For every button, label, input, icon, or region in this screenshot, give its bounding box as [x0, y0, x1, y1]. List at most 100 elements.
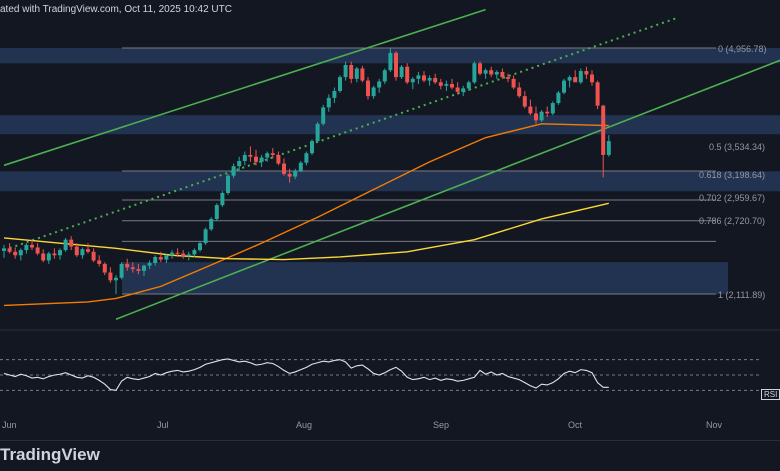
candle-body [158, 256, 163, 260]
candle-body [444, 84, 449, 86]
channel-lower-line [115, 59, 780, 320]
candle-body [108, 272, 113, 281]
candle-body [422, 75, 426, 81]
candle-body [164, 255, 169, 260]
candle-body [30, 244, 34, 248]
candle-body [186, 254, 191, 257]
candle-body [584, 71, 589, 75]
x-tick-jul: Jul [157, 420, 169, 430]
candle-body [198, 243, 202, 251]
candle-body [539, 111, 544, 121]
candle-body [287, 173, 292, 177]
candle-body [494, 71, 499, 75]
channel-upper-line [3, 8, 486, 167]
candle-body [567, 77, 572, 81]
candle-body [86, 249, 90, 252]
candle-body [466, 82, 471, 89]
candle-body [2, 248, 6, 251]
candle-body [522, 96, 527, 107]
candle-body [394, 52, 398, 78]
candle-body [270, 153, 275, 155]
candle-body [354, 68, 359, 79]
candle-body [455, 87, 460, 92]
candle-body [545, 111, 550, 114]
candle-body [573, 77, 578, 83]
candle-body [102, 263, 107, 273]
candle-body [534, 113, 538, 121]
candle-body [326, 97, 331, 108]
candle-body [338, 77, 342, 91]
tradingview-logo: TradingView [0, 445, 100, 464]
fib-label-1: 1 (2,111.89) [718, 290, 766, 300]
candle-body [438, 82, 443, 86]
candle-body [231, 166, 236, 176]
fib-label-0.618: 0.618 (3,198.64) [699, 170, 766, 180]
ema-yellow-line [3, 202, 609, 261]
candle-body [130, 267, 135, 270]
candle-body [254, 156, 258, 162]
candle-body [237, 160, 242, 167]
candle-body [427, 77, 432, 81]
candle-body [58, 250, 62, 256]
fib-label-0.786: 0.786 (2,720.70) [699, 216, 766, 226]
candle-body [119, 263, 124, 278]
candle-body [595, 82, 600, 106]
candle-body [399, 66, 404, 78]
candle-body [220, 192, 225, 206]
candle-body [410, 78, 415, 83]
fib-label-0: 0 (4,956.78) [718, 44, 767, 54]
candle-body [483, 70, 488, 74]
candle-body [80, 249, 85, 256]
candle-body [461, 88, 466, 92]
candle-body [192, 250, 197, 255]
rsi-label: RSI [761, 389, 780, 400]
candle-body [332, 90, 337, 98]
footer-bar: TradingView [0, 440, 780, 471]
candle-body [405, 66, 410, 83]
candle-body [472, 63, 477, 83]
candle-body [304, 153, 309, 163]
candle-body [366, 80, 370, 97]
candle-body [310, 141, 314, 154]
candle-body [360, 68, 365, 81]
candle-body [142, 265, 146, 271]
candle-body [74, 246, 79, 256]
candle-body [24, 244, 29, 251]
candle-body [528, 106, 533, 114]
candle-body [46, 253, 51, 261]
candle-body [349, 65, 354, 79]
candle-body [248, 154, 253, 157]
candle-body [371, 87, 376, 97]
candle-body [91, 251, 96, 261]
candle-body [489, 70, 494, 75]
candle-body [181, 253, 186, 257]
candle-body [343, 65, 348, 78]
candle-body [153, 256, 158, 264]
candle-body [550, 103, 555, 114]
candle-body [265, 153, 270, 158]
candle-body [170, 252, 174, 256]
candle-body [114, 277, 118, 281]
candle-body [276, 154, 281, 164]
candle-body [203, 229, 208, 244]
candle-body [147, 263, 152, 266]
candle-body [315, 123, 320, 142]
candle-body [18, 250, 23, 256]
candle-body [97, 260, 102, 264]
candle-body [511, 78, 516, 88]
candle-body [125, 263, 130, 268]
candle-body [282, 163, 286, 174]
fib-label-0.702: 0.702 (2,959.67) [699, 193, 766, 203]
candle-body [52, 253, 57, 256]
candle-body [242, 154, 247, 161]
candle-body [506, 77, 510, 79]
candle-body [562, 80, 566, 93]
candle-body [35, 247, 40, 254]
candle-body [214, 205, 219, 219]
candle-body [478, 63, 482, 74]
zone-demand [122, 262, 728, 295]
candle-body [433, 77, 438, 83]
x-tick-jun: Jun [2, 420, 17, 430]
